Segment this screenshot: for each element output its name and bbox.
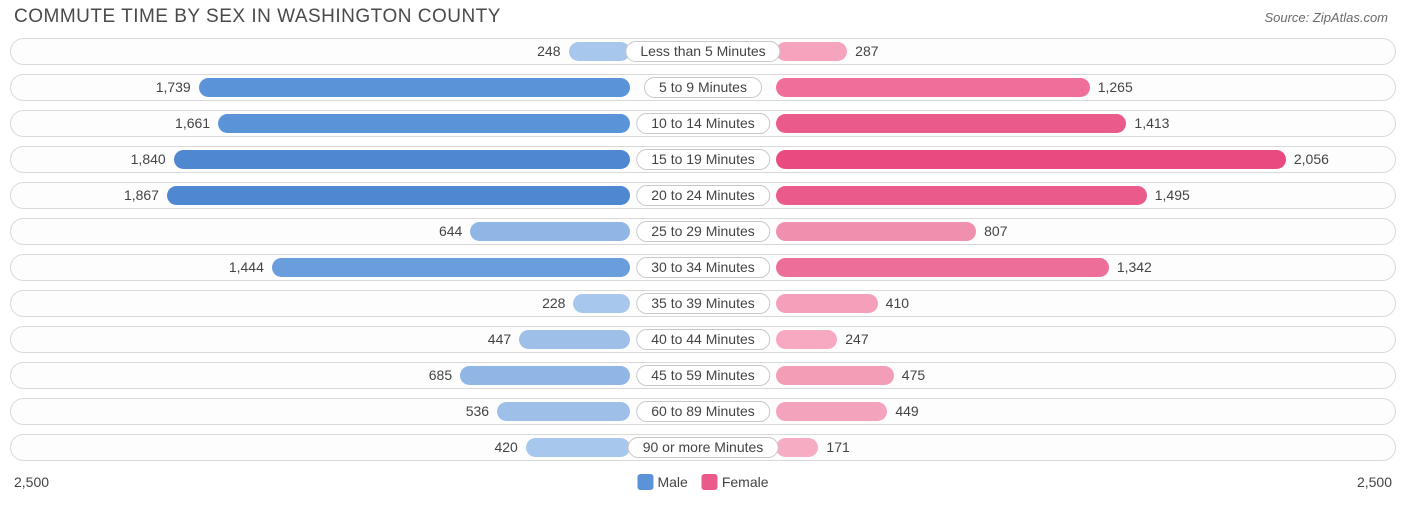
legend: Male Female [637, 474, 768, 490]
legend-male: Male [637, 474, 687, 490]
female-value: 2,056 [1294, 147, 1329, 174]
female-value: 287 [855, 39, 878, 66]
female-bar [776, 42, 847, 61]
male-value: 644 [439, 219, 462, 246]
chart-row: 248 287 Less than 5 Minutes [10, 38, 1396, 65]
male-bar [573, 294, 630, 313]
chart-footer: 2,500 Male Female 2,500 [0, 470, 1406, 494]
category-label: 90 or more Minutes [628, 437, 779, 458]
male-value: 1,739 [156, 75, 191, 102]
female-value: 410 [886, 291, 909, 318]
chart-row: 1,867 1,495 20 to 24 Minutes [10, 182, 1396, 209]
male-value: 1,661 [175, 111, 210, 138]
male-value: 1,840 [131, 147, 166, 174]
chart-header: COMMUTE TIME BY SEX IN WASHINGTON COUNTY… [0, 0, 1406, 32]
category-label: 20 to 24 Minutes [636, 185, 770, 206]
swatch-male-icon [637, 474, 653, 490]
female-bar [776, 258, 1109, 277]
swatch-female-icon [702, 474, 718, 490]
chart-row: 420 171 90 or more Minutes [10, 434, 1396, 461]
chart-row: 1,661 1,413 10 to 14 Minutes [10, 110, 1396, 137]
male-bar [526, 438, 630, 457]
female-value: 171 [826, 435, 849, 462]
commute-chart: 248 287 Less than 5 Minutes 1,739 1,265 5 to … [0, 32, 1406, 461]
female-bar [776, 294, 878, 313]
male-value: 1,444 [229, 255, 264, 282]
chart-row: 447 247 40 to 44 Minutes [10, 326, 1396, 353]
chart-row: 536 449 60 to 89 Minutes [10, 398, 1396, 425]
male-bar [497, 402, 630, 421]
chart-row: 644 807 25 to 29 Minutes [10, 218, 1396, 245]
chart-row: 685 475 45 to 59 Minutes [10, 362, 1396, 389]
female-bar [776, 402, 887, 421]
male-value: 1,867 [124, 183, 159, 210]
male-bar [460, 366, 630, 385]
female-value: 1,495 [1155, 183, 1190, 210]
category-label: 30 to 34 Minutes [636, 257, 770, 278]
male-bar [199, 78, 630, 97]
female-value: 449 [895, 399, 918, 426]
category-label: 5 to 9 Minutes [644, 77, 762, 98]
male-value: 536 [466, 399, 489, 426]
category-label: 10 to 14 Minutes [636, 113, 770, 134]
chart-row: 1,444 1,342 30 to 34 Minutes [10, 254, 1396, 281]
male-bar [519, 330, 630, 349]
chart-row: 1,840 2,056 15 to 19 Minutes [10, 146, 1396, 173]
axis-max-left: 2,500 [14, 474, 49, 490]
male-bar [272, 258, 630, 277]
female-bar [776, 330, 837, 349]
category-label: 60 to 89 Minutes [636, 401, 770, 422]
female-bar [776, 222, 976, 241]
female-bar [776, 186, 1147, 205]
female-bar [776, 438, 818, 457]
male-bar [569, 42, 631, 61]
male-bar [470, 222, 630, 241]
male-value: 248 [537, 39, 560, 66]
female-value: 1,265 [1098, 75, 1133, 102]
category-label: 45 to 59 Minutes [636, 365, 770, 386]
category-label: 40 to 44 Minutes [636, 329, 770, 350]
category-label: 15 to 19 Minutes [636, 149, 770, 170]
axis-max-right: 2,500 [1357, 474, 1392, 490]
female-bar [776, 114, 1126, 133]
chart-title: COMMUTE TIME BY SEX IN WASHINGTON COUNTY [14, 6, 501, 28]
female-bar [776, 150, 1286, 169]
female-value: 475 [902, 363, 925, 390]
female-value: 247 [845, 327, 868, 354]
category-label: Less than 5 Minutes [625, 41, 780, 62]
male-value: 447 [488, 327, 511, 354]
female-value: 807 [984, 219, 1007, 246]
female-value: 1,342 [1117, 255, 1152, 282]
male-value: 228 [542, 291, 565, 318]
chart-row: 1,739 1,265 5 to 9 Minutes [10, 74, 1396, 101]
female-bar [776, 366, 894, 385]
male-bar [174, 150, 630, 169]
category-label: 25 to 29 Minutes [636, 221, 770, 242]
male-bar [218, 114, 630, 133]
legend-male-label: Male [657, 474, 687, 490]
female-value: 1,413 [1134, 111, 1169, 138]
male-value: 685 [429, 363, 452, 390]
chart-row: 228 410 35 to 39 Minutes [10, 290, 1396, 317]
male-value: 420 [494, 435, 517, 462]
category-label: 35 to 39 Minutes [636, 293, 770, 314]
legend-female: Female [702, 474, 769, 490]
source-label: Source: ZipAtlas.com [1264, 10, 1388, 25]
female-bar [776, 78, 1090, 97]
legend-female-label: Female [722, 474, 769, 490]
male-bar [167, 186, 630, 205]
